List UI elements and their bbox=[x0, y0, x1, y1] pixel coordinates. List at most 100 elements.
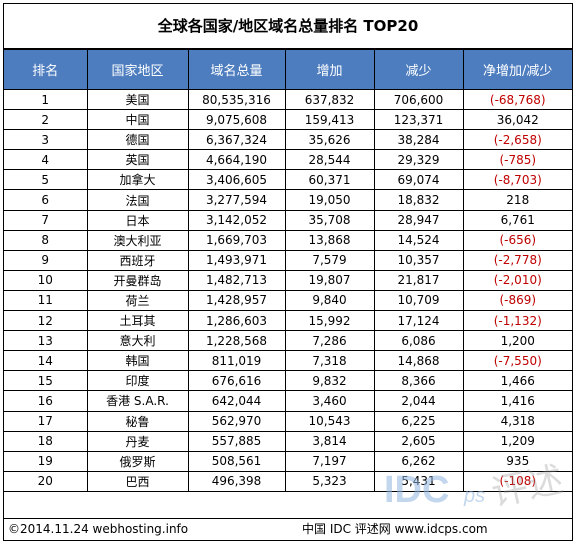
total-cell: 3,142,052 bbox=[187, 209, 286, 231]
increase-cell: 9,840 bbox=[284, 289, 375, 312]
country-cell: 俄罗斯 bbox=[86, 450, 189, 472]
table-row: 5 加拿大 3,406,605 60,371 69,074 (-8,703) bbox=[4, 169, 572, 191]
decrease-cell: 2,044 bbox=[373, 390, 464, 412]
increase-cell: 28,544 bbox=[284, 149, 375, 171]
decrease-cell: 6,086 bbox=[373, 330, 464, 352]
increase-cell: 3,814 bbox=[284, 430, 375, 452]
country-cell: 印度 bbox=[86, 370, 189, 392]
total-cell: 80,535,316 bbox=[187, 88, 286, 111]
country-cell: 韩国 bbox=[86, 350, 189, 372]
decrease-cell: 21,817 bbox=[373, 269, 464, 291]
rank-cell: 2 bbox=[4, 109, 88, 131]
total-cell: 9,075,608 bbox=[187, 109, 286, 131]
increase-cell: 10,543 bbox=[284, 410, 375, 432]
increase-cell: 7,318 bbox=[284, 350, 375, 372]
increase-cell: 7,197 bbox=[284, 450, 375, 472]
table-row: 12 土耳其 1,286,603 15,992 17,124 (-1,132) bbox=[4, 310, 572, 332]
table-row: 3 德国 6,367,324 35,626 38,284 (-2,658) bbox=[4, 129, 572, 151]
total-cell: 3,406,605 bbox=[187, 169, 286, 191]
decrease-cell: 14,524 bbox=[373, 229, 464, 251]
net-change-cell: (-1,132) bbox=[462, 310, 572, 332]
domain-ranking-table: 排名 国家地区 域名总量 增加 减少 净增加/减少 1 美国 80,535,316 6… bbox=[4, 49, 572, 492]
footer-credit: 中国 IDC 评述网 www.idcps.com bbox=[302, 522, 488, 536]
decrease-cell: 10,357 bbox=[373, 249, 464, 271]
rank-cell: 12 bbox=[4, 310, 88, 332]
total-cell: 508,561 bbox=[187, 450, 286, 472]
increase-cell: 7,286 bbox=[284, 330, 375, 352]
increase-cell: 5,323 bbox=[284, 470, 375, 492]
increase-cell: 60,371 bbox=[284, 169, 375, 191]
net-change-cell: (-68,768) bbox=[462, 88, 572, 111]
country-cell: 德国 bbox=[86, 129, 189, 151]
rank-cell: 18 bbox=[4, 430, 88, 452]
total-cell: 496,398 bbox=[187, 470, 286, 492]
country-cell: 土耳其 bbox=[86, 310, 189, 332]
decrease-cell: 69,074 bbox=[373, 169, 464, 191]
table-row: 18 丹麦 557,885 3,814 2,605 1,209 bbox=[4, 430, 572, 452]
decrease-cell: 5,431 bbox=[373, 470, 464, 492]
increase-cell: 19,807 bbox=[284, 269, 375, 291]
increase-cell: 35,708 bbox=[284, 209, 375, 231]
footer-source: ©2014.11.24 webhosting.info bbox=[8, 522, 189, 536]
net-change-cell: 36,042 bbox=[462, 109, 572, 131]
country-cell: 荷兰 bbox=[86, 289, 189, 312]
decrease-cell: 8,366 bbox=[373, 370, 464, 392]
table-title: 全球各国家/地区域名总量排名 TOP20 bbox=[4, 4, 572, 49]
country-cell: 澳大利亚 bbox=[86, 229, 189, 251]
total-cell: 6,367,324 bbox=[187, 129, 286, 151]
country-cell: 西班牙 bbox=[86, 249, 189, 271]
total-cell: 811,019 bbox=[187, 350, 286, 372]
net-change-cell: 6,761 bbox=[462, 209, 572, 231]
table-row: 6 法国 3,277,594 19,050 18,832 218 bbox=[4, 189, 572, 211]
decrease-cell: 10,709 bbox=[373, 289, 464, 312]
total-cell: 642,044 bbox=[187, 390, 286, 412]
table-row: 14 韩国 811,019 7,318 14,868 (-7,550) bbox=[4, 350, 572, 372]
decrease-cell: 17,124 bbox=[373, 310, 464, 332]
increase-cell: 7,579 bbox=[284, 249, 375, 271]
header-decrease: 减少 bbox=[373, 49, 464, 90]
header-rank: 排名 bbox=[4, 49, 88, 90]
rank-cell: 13 bbox=[4, 330, 88, 352]
increase-cell: 159,413 bbox=[284, 109, 375, 131]
country-cell: 英国 bbox=[86, 149, 189, 171]
rank-cell: 10 bbox=[4, 269, 88, 291]
country-cell: 中国 bbox=[86, 109, 189, 131]
decrease-cell: 6,262 bbox=[373, 450, 464, 472]
country-cell: 法国 bbox=[86, 189, 189, 211]
rank-cell: 20 bbox=[4, 470, 88, 492]
total-cell: 4,664,190 bbox=[187, 149, 286, 171]
increase-cell: 3,460 bbox=[284, 390, 375, 412]
table-row: 17 秘鲁 562,970 10,543 6,225 4,318 bbox=[4, 410, 572, 432]
rank-cell: 3 bbox=[4, 129, 88, 151]
table-row: 7 日本 3,142,052 35,708 28,947 6,761 bbox=[4, 209, 572, 231]
net-change-cell: (-108) bbox=[462, 470, 572, 492]
ranking-table-panel: 全球各国家/地区域名总量排名 TOP20 排名 国家地区 域名总量 增加 减少 … bbox=[3, 3, 573, 541]
net-change-cell: (-2,778) bbox=[462, 249, 572, 271]
increase-cell: 19,050 bbox=[284, 189, 375, 211]
rank-cell: 16 bbox=[4, 390, 88, 412]
table-row: 11 荷兰 1,428,957 9,840 10,709 (-869) bbox=[4, 289, 572, 312]
table-body: 1 美国 80,535,316 637,832 706,600 (-68,768) 2 中国 9… bbox=[4, 88, 572, 492]
rank-cell: 9 bbox=[4, 249, 88, 271]
footer: ©2014.11.24 webhosting.info 中国 IDC 评述网 w… bbox=[4, 518, 572, 540]
decrease-cell: 29,329 bbox=[373, 149, 464, 171]
net-change-cell: 935 bbox=[462, 450, 572, 472]
table-row: 8 澳大利亚 1,669,703 13,868 14,524 (-656) bbox=[4, 229, 572, 251]
table-row: 20 巴西 496,398 5,323 5,431 (-108) bbox=[4, 470, 572, 492]
net-change-cell: 218 bbox=[462, 189, 572, 211]
table-row: 1 美国 80,535,316 637,832 706,600 (-68,768) bbox=[4, 88, 572, 111]
net-change-cell: (-8,703) bbox=[462, 169, 572, 191]
increase-cell: 9,832 bbox=[284, 370, 375, 392]
table-row: 4 英国 4,664,190 28,544 29,329 (-785) bbox=[4, 149, 572, 171]
decrease-cell: 14,868 bbox=[373, 350, 464, 372]
decrease-cell: 2,605 bbox=[373, 430, 464, 452]
net-change-cell: (-2,010) bbox=[462, 269, 572, 291]
net-change-cell: (-2,658) bbox=[462, 129, 572, 151]
increase-cell: 637,832 bbox=[284, 88, 375, 111]
net-change-cell: (-785) bbox=[462, 149, 572, 171]
increase-cell: 15,992 bbox=[284, 310, 375, 332]
net-change-cell: 1,209 bbox=[462, 430, 572, 452]
net-change-cell: 1,416 bbox=[462, 390, 572, 412]
total-cell: 1,669,703 bbox=[187, 229, 286, 251]
table-row: 2 中国 9,075,608 159,413 123,371 36,042 bbox=[4, 109, 572, 131]
